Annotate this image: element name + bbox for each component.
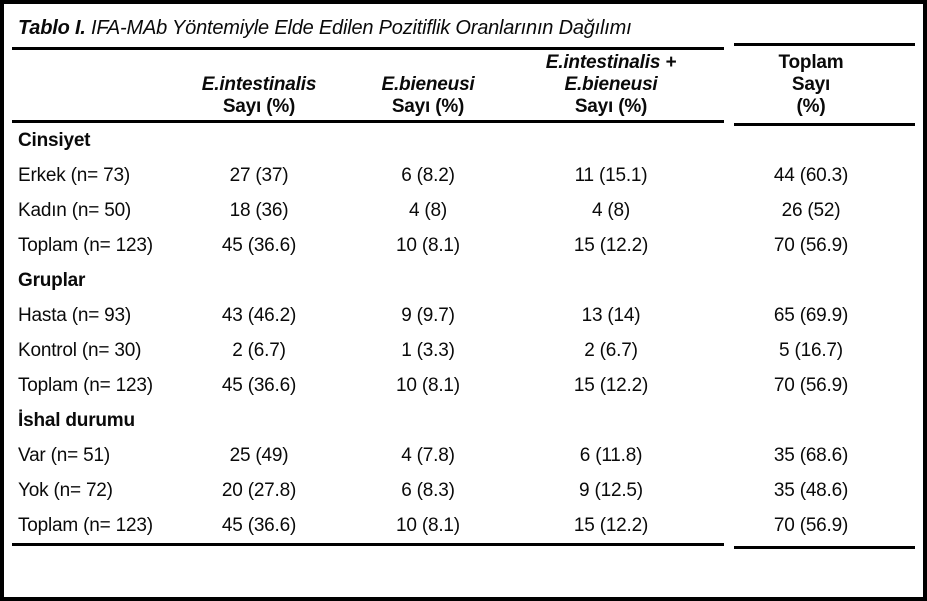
table-row: Kontrol (n= 30) 2 (6.7) 1 (3.3) 2 (6.7) 5 (1…: [4, 333, 923, 368]
rule-bottom: [4, 543, 923, 549]
value-cell: 26 (52): [781, 199, 841, 221]
value-cell: 4 (7.8): [401, 444, 455, 466]
value-cell: 10 (8.1): [396, 374, 460, 396]
value-cell: 15 (12.2): [573, 374, 649, 396]
header-line: Sayı (%): [222, 96, 296, 117]
table-row: Toplam (n= 123) 45 (36.6) 10 (8.1) 15 (12.2…: [4, 368, 923, 403]
table-row: Kadın (n= 50) 18 (36) 4 (8) 4 (8) 26 (52): [4, 193, 923, 228]
value-cell: 65 (69.9): [773, 304, 849, 326]
row-label: Toplam (n= 123): [18, 514, 153, 536]
value-cell: 1 (3.3): [401, 339, 455, 361]
value-cell: 18 (36): [229, 199, 289, 221]
header-line: E.intestinalis +: [545, 52, 677, 73]
value-cell: 25 (49): [229, 444, 289, 466]
value-cell: 5 (16.7): [779, 339, 843, 361]
table-row: Toplam (n= 123) 45 (36.6) 10 (8.1) 15 (12.2…: [4, 228, 923, 263]
section-label: Gruplar: [18, 269, 86, 291]
table-title: Tablo I. IFA-MAb Yöntemiyle Elde Edilen …: [4, 4, 923, 47]
value-cell: 45 (36.6): [221, 374, 297, 396]
header-cell-e-intestinalis: E.intestinalis Sayı (%): [168, 74, 350, 118]
section-row: Cinsiyet: [4, 123, 923, 158]
rule-right-segment: [734, 43, 915, 46]
table-header: E.intestinalis Sayı (%) E.bieneusi Sayı …: [4, 50, 923, 120]
table-row: Hasta (n= 93) 43 (46.2) 9 (9.7) 13 (14) 65 (…: [4, 298, 923, 333]
rule-left-segment: [12, 47, 724, 50]
rule-right-segment: [734, 123, 915, 126]
table-row: Erkek (n= 73) 27 (37) 6 (8.2) 11 (15.1) 44 (…: [4, 158, 923, 193]
value-cell: 70 (56.9): [773, 514, 849, 536]
header-cell-combined: E.intestinalis + E.bieneusi Sayı (%): [506, 52, 716, 118]
rule-left-segment: [12, 543, 724, 546]
table-row: Var (n= 51) 25 (49) 4 (7.8) 6 (11.8) 35 (68.…: [4, 438, 923, 473]
value-cell: 4 (8): [408, 199, 448, 221]
table-title-text: IFA-MAb Yöntemiyle Elde Edilen Pozitifli…: [91, 17, 632, 39]
table-row: Toplam (n= 123) 45 (36.6) 10 (8.1) 15 (12.2…: [4, 508, 923, 543]
header-line: E.bieneusi: [564, 74, 658, 95]
row-label: Yok (n= 72): [18, 479, 113, 501]
header-line: E.intestinalis: [201, 74, 317, 95]
table-body: Cinsiyet Erkek (n= 73) 27 (37) 6 (8.2) 11 (1…: [4, 123, 923, 543]
section-row: İshal durumu: [4, 403, 923, 438]
header-cell-e-bieneusi: E.bieneusi Sayı (%): [350, 74, 506, 118]
table-title-prefix: Tablo I.: [18, 17, 86, 39]
value-cell: 45 (36.6): [221, 514, 297, 536]
value-cell: 20 (27.8): [221, 479, 297, 501]
value-cell: 6 (11.8): [579, 444, 643, 466]
value-cell: 9 (9.7): [401, 304, 455, 326]
value-cell: 9 (12.5): [579, 479, 643, 501]
section-label: İshal durumu: [18, 409, 135, 431]
value-cell: 13 (14): [581, 304, 641, 326]
header-line: Sayı (%): [391, 96, 465, 117]
value-cell: 27 (37): [229, 164, 289, 186]
value-cell: 6 (8.2): [401, 164, 455, 186]
value-cell: 2 (6.7): [584, 339, 638, 361]
rule-under-header: [4, 120, 923, 126]
value-cell: 15 (12.2): [573, 514, 649, 536]
value-cell: 44 (60.3): [773, 164, 849, 186]
value-cell: 11 (15.1): [574, 164, 648, 186]
value-cell: 10 (8.1): [396, 514, 460, 536]
row-label: Erkek (n= 73): [18, 164, 130, 186]
header-line: (%): [796, 96, 826, 117]
header-line: Sayı (%): [574, 96, 648, 117]
value-cell: 35 (68.6): [773, 444, 849, 466]
table-row: Yok (n= 72) 20 (27.8) 6 (8.3) 9 (12.5) 35 (4…: [4, 473, 923, 508]
row-label: Toplam (n= 123): [18, 234, 153, 256]
value-cell: 35 (48.6): [773, 479, 849, 501]
value-cell: 15 (12.2): [573, 234, 649, 256]
value-cell: 43 (46.2): [221, 304, 297, 326]
value-cell: 10 (8.1): [396, 234, 460, 256]
header-line: Toplam: [778, 52, 844, 73]
section-label: Cinsiyet: [18, 129, 91, 151]
row-label: Kontrol (n= 30): [18, 339, 142, 361]
value-cell: 2 (6.7): [232, 339, 286, 361]
row-label: Toplam (n= 123): [18, 374, 153, 396]
row-label: Kadın (n= 50): [18, 199, 132, 221]
value-cell: 45 (36.6): [221, 234, 297, 256]
rule-under-title: [4, 43, 923, 50]
value-cell: 6 (8.3): [401, 479, 455, 501]
row-label: Var (n= 51): [18, 444, 110, 466]
rule-right-segment: [734, 546, 915, 549]
value-cell: 4 (8): [591, 199, 631, 221]
value-cell: 70 (56.9): [773, 374, 849, 396]
row-label: Hasta (n= 93): [18, 304, 132, 326]
rule-left-segment: [12, 120, 724, 123]
header-cell-toplam: Toplam Sayı (%): [716, 52, 906, 118]
value-cell: 70 (56.9): [773, 234, 849, 256]
section-row: Gruplar: [4, 263, 923, 298]
header-line: Sayı: [791, 74, 831, 95]
header-line: E.bieneusi: [381, 74, 475, 95]
